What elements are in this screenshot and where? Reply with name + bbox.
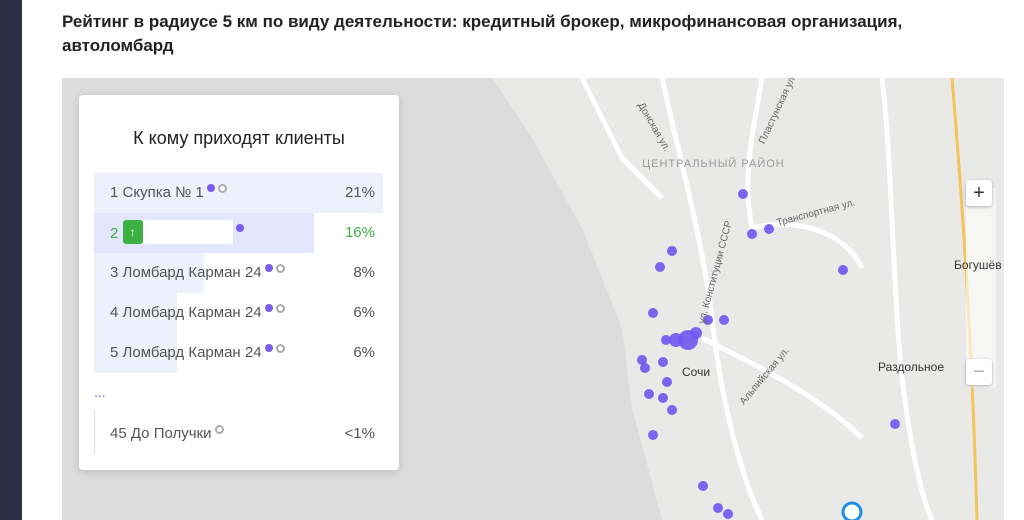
info-badge [275,344,285,353]
share-label: 16% [344,224,375,241]
share-bar [94,293,177,333]
poi-dots [637,189,900,519]
rank: 3 [110,264,119,281]
verified-badge [264,264,273,272]
rating-row: 45 До Получки <1% [94,414,383,454]
share-bar [94,253,205,293]
share-bar [94,333,177,373]
clients-card: К кому приходят клиенты 1 Скупка № 1 21% 2… [79,95,399,470]
map-label: Раздольное [878,360,945,374]
share-label: <1% [344,425,375,442]
row-label: 2 ↑ [110,220,244,244]
rating-row: 1 Скупка № 1 21% [94,173,383,213]
info-badge [217,184,227,193]
share-bar [94,173,383,213]
share-bar [94,414,101,454]
rank: 4 [110,304,119,321]
divider [94,410,95,454]
card-title: К кому приходят клиенты [133,128,345,148]
rank: 45 [110,425,127,442]
company-name: Скупка № 1 [122,184,204,201]
zoom-in[interactable]: + [966,180,992,206]
map-label: ЦЕНТРАЛЬНЫЙ РАЙОН [642,158,785,170]
verified-badge [264,304,273,312]
map-label: Сочи [682,365,711,379]
info-badge [275,264,285,273]
rank: 5 [110,344,119,361]
info-badge [214,425,224,434]
company-name: Ломбард Карман 24 [122,304,262,321]
zoom-track [966,188,996,388]
row-label: 5 Ломбард Карман 24 [110,344,285,361]
verified-badge [264,344,273,352]
location-marker [841,501,863,520]
rank: 1 [110,184,119,201]
rank: 2 [110,224,119,242]
share-label: 8% [353,264,375,281]
verified-badge [206,184,215,192]
rating-row: 2 ↑ 16% [94,213,383,253]
ellipsis: ... [94,384,106,400]
rating-row: 3 Ломбард Карман 24 8% [94,253,383,293]
growth-icon: ↑ [122,220,143,244]
rating-row: 5 Ломбард Карман 24 6% [94,333,383,373]
company-name: Ломбард Карман 24 [122,344,262,361]
row-label: 1 Скупка № 1 [110,184,227,201]
share-label: 21% [344,184,375,201]
row-label: 3 Ломбард Карман 24 [110,264,285,281]
map-label: Богушёв [954,258,1002,272]
sidebar [0,0,22,520]
share-label: 6% [353,304,375,321]
company-name: Ломбард Карман 24 [122,264,262,281]
rating-row: 4 Ломбард Карман 24 6% [94,293,383,333]
info-badge [275,304,285,313]
hidden-name [142,220,233,244]
page-title: Рейтинг в радиусе 5 км по виду деятельно… [62,12,903,55]
row-label: 45 До Получки [110,425,224,442]
company-name: До Получки [130,425,212,442]
zoom-out[interactable]: − [966,359,992,385]
verified-badge [235,224,244,232]
row-label: 4 Ломбард Карман 24 [110,304,285,321]
share-label: 6% [353,344,375,361]
